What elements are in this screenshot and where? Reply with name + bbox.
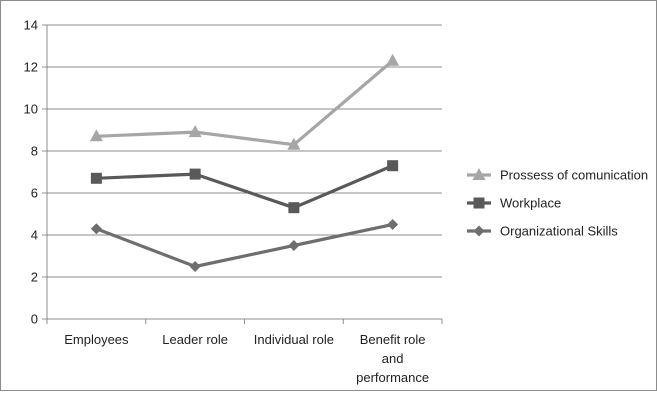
legend-marker: [473, 225, 485, 237]
data-point: [387, 219, 399, 230]
x-axis-tick-labels: Employees Leader role Individual role Benef…: [64, 332, 429, 385]
data-point: [287, 137, 301, 150]
axes: [42, 24, 443, 324]
x-tick-label: Individual role: [254, 332, 334, 347]
series-line: [96, 164, 394, 210]
gridlines: [47, 24, 442, 278]
y-tick-label: 4: [31, 228, 38, 243]
data-point: [189, 261, 201, 272]
legend-item: Organizational Skills: [467, 224, 618, 239]
data-point: [89, 129, 103, 142]
data-point: [189, 168, 201, 180]
y-tick-label: 8: [31, 144, 38, 159]
data-point: [90, 172, 102, 184]
legend-item: Workplace: [467, 196, 561, 211]
y-axis-tick-labels: 0 2 4 6 8 10 12 14: [24, 18, 38, 327]
x-tick-label: Benefit role and performance: [356, 332, 429, 385]
x-tick-label: Employees: [64, 332, 129, 347]
legend-label: Prossess of comunication: [500, 168, 648, 183]
y-tick-label: 14: [24, 18, 38, 33]
y-tick-label: 0: [31, 312, 38, 327]
data-point: [386, 53, 400, 66]
legend-marker: [473, 197, 485, 209]
series-lines: [89, 53, 400, 272]
series-line: [96, 59, 394, 147]
legend-label: Organizational Skills: [500, 224, 618, 239]
data-point: [90, 223, 102, 235]
legend: Prossess of comunication Workplace Organiz…: [467, 168, 648, 239]
series-line: [95, 222, 393, 269]
y-tick-label: 6: [31, 186, 38, 201]
y-tick-label: 12: [24, 60, 38, 75]
data-point: [288, 202, 300, 214]
legend-marker: [472, 168, 486, 180]
x-tick-label: Leader role: [162, 332, 228, 347]
y-tick-label: 10: [24, 102, 38, 117]
legend-label: Workplace: [500, 196, 561, 211]
y-tick-label: 2: [31, 270, 38, 285]
data-point: [188, 125, 202, 138]
series-2: [90, 219, 399, 272]
data-point: [387, 160, 399, 172]
series-1: [90, 160, 399, 214]
series-0: [89, 53, 400, 150]
legend-item: Prossess of comunication: [467, 168, 648, 183]
data-point: [288, 240, 300, 251]
